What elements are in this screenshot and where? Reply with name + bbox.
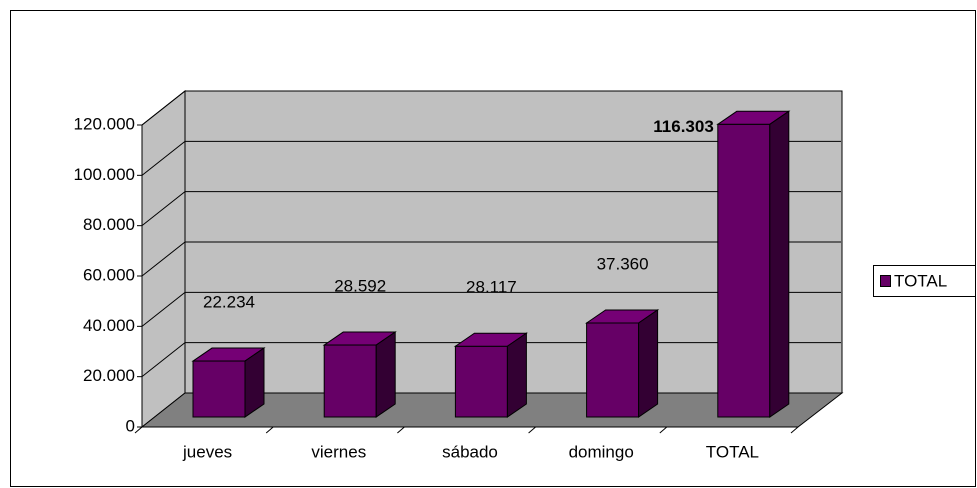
bar-side (244, 347, 265, 418)
y-tick-label: 120.000 (74, 114, 135, 133)
value-label: 37.360 (597, 254, 649, 273)
y-tick-label: 0 (126, 416, 135, 435)
bar-side (638, 309, 659, 418)
x-tick (528, 426, 536, 434)
y-tick-label: 60.000 (83, 265, 135, 284)
legend-swatch (880, 275, 891, 287)
grid-line (141, 191, 186, 227)
grid-line (141, 241, 186, 277)
x-tick-label: viernes (311, 442, 366, 461)
y-tick-label: 80.000 (83, 215, 135, 234)
x-tick (659, 426, 668, 434)
value-label: 28.592 (334, 277, 386, 296)
x-tick-label: sábado (442, 442, 498, 461)
bar-side (769, 110, 790, 418)
legend-label: TOTAL (894, 271, 947, 290)
x-tick-label: TOTAL (706, 442, 759, 461)
y-tick-label: 40.000 (83, 316, 135, 335)
y-tick-label: 20.000 (83, 366, 135, 385)
bar-front (454, 345, 508, 418)
grid-line (141, 291, 186, 327)
grid-line (141, 90, 186, 126)
bar-front (192, 360, 246, 418)
x-tick-label: jueves (182, 442, 232, 461)
bar-front (717, 123, 771, 418)
y-tick-label: 100.000 (74, 165, 135, 184)
grid-line (141, 342, 186, 378)
x-tick (790, 426, 799, 434)
bar-front (586, 322, 640, 418)
bar-side (506, 332, 527, 418)
x-tick-label: domingo (569, 442, 634, 461)
value-label: 28.117 (466, 278, 517, 297)
grid-line (141, 140, 186, 176)
value-label: 116.303 (653, 117, 714, 136)
x-tick (265, 426, 274, 434)
bar-side (375, 331, 396, 418)
x-tick (134, 426, 143, 434)
value-label: 22.234 (203, 293, 255, 312)
bar-front (323, 344, 377, 418)
x-tick (397, 426, 405, 434)
